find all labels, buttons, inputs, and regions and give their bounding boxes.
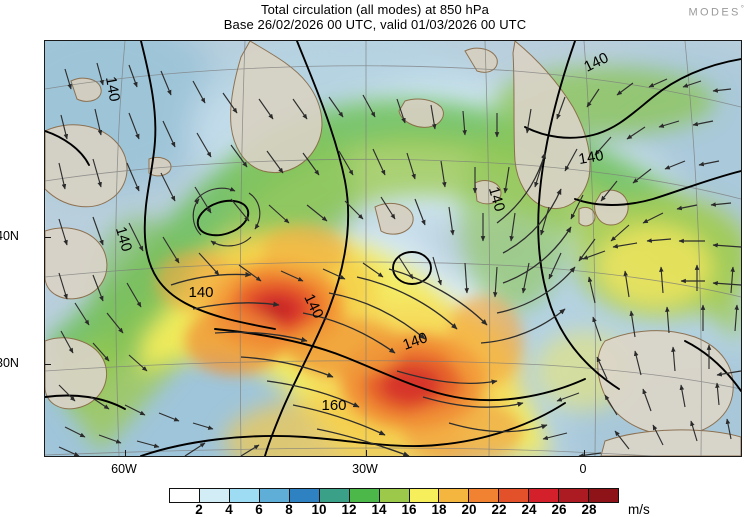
colorbar-tick-28: 28: [581, 502, 597, 517]
axis-label-lon-60w: 60W: [111, 462, 137, 476]
colorbar-swatch: [589, 489, 619, 502]
coastlines: [45, 41, 741, 456]
tick-lon-0: [584, 450, 586, 456]
tick-lat-30n: [45, 364, 51, 366]
colorbar-swatch: [439, 489, 470, 502]
colorbar-tick-4: 4: [225, 502, 233, 517]
colorbar-tick-18: 18: [431, 502, 447, 517]
modes-logo-mark: °: [740, 4, 744, 13]
contour-lines: [45, 41, 741, 456]
colorbar-swatch: [379, 489, 410, 502]
modes-logo: MODES°: [688, 4, 744, 19]
colorbar-swatch: [349, 489, 380, 502]
axis-label-lon-0: 0: [579, 462, 587, 476]
colorbar-tick-12: 12: [341, 502, 357, 517]
page-title: Total circulation (all modes) at 850 hPa: [260, 2, 489, 17]
contour-label: 140: [102, 75, 123, 103]
map-field-layer: 140 140 140 140 140 140 140 140: [45, 41, 741, 456]
contour-label: 140: [485, 185, 508, 214]
chart-title-block: Total circulation (all modes) at 850 hPa…: [0, 2, 750, 33]
colorbar-swatch: [259, 489, 290, 502]
colorbar-tick-20: 20: [461, 502, 477, 517]
colorbar-tick-2: 2: [195, 502, 203, 517]
colorbar-tick-10: 10: [311, 502, 327, 517]
colorbar-tick-26: 26: [551, 502, 567, 517]
axis-label-lon-30w: 30W: [352, 462, 378, 476]
axis-label-lat-40n: 40N: [0, 229, 19, 243]
colorbar-swatch: [559, 489, 590, 502]
tick-lon-30w: [366, 450, 368, 456]
contour-label: 160: [321, 397, 346, 414]
colorbar-swatches: [169, 488, 619, 503]
contour-label: 140: [577, 147, 605, 168]
colorbar-swatch: [170, 489, 200, 502]
axis-label-lat-30n: 30N: [0, 356, 19, 370]
contour-label: 140: [188, 284, 213, 301]
colorbar-swatch: [529, 489, 560, 502]
colorbar-swatch: [409, 489, 440, 502]
colorbar-tick-labels: 2 4 6 8 10 12 14 16 18 20 22 24 26 28: [169, 503, 619, 517]
tick-lon-60w: [125, 450, 127, 456]
chart-subtitle: Base 26/02/2026 00 UTC, valid 01/03/2026…: [223, 17, 527, 32]
colorbar-units-label: m/s: [628, 502, 650, 517]
contour-label: 140: [112, 225, 135, 254]
map-plot-area: 140 140 140 140 140 140 140 140: [44, 40, 742, 457]
colorbar-tick-6: 6: [255, 502, 263, 517]
colorbar-tick-24: 24: [521, 502, 537, 517]
colorbar-swatch: [469, 489, 500, 502]
colorbar-tick-22: 22: [491, 502, 507, 517]
colorbar-tick-8: 8: [285, 502, 293, 517]
wind-vectors: [58, 62, 741, 456]
colorbar-swatch: [229, 489, 260, 502]
colorbar-tick-16: 16: [401, 502, 417, 517]
colorbar-swatch: [199, 489, 230, 502]
colorbar-swatch: [499, 489, 530, 502]
colorbar-swatch: [289, 489, 320, 502]
colorbar-swatch: [319, 489, 350, 502]
colorbar: [169, 488, 619, 503]
colorbar-tick-14: 14: [371, 502, 387, 517]
tick-lat-40n: [45, 237, 51, 239]
modes-logo-text: MODES: [688, 6, 741, 19]
